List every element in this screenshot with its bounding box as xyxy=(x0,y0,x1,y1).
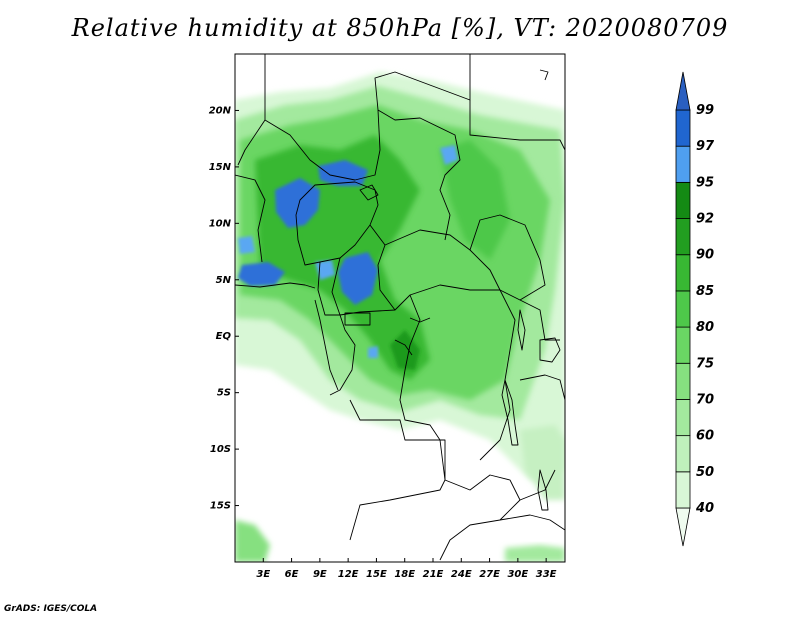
humidity-region-southeast xyxy=(505,545,565,562)
border-congo xyxy=(329,314,356,396)
coastline-gabon xyxy=(314,299,339,391)
humidity-region-east-lakes xyxy=(520,425,565,500)
coast-east-misc xyxy=(539,69,549,81)
y-tick-label: 15N xyxy=(209,162,232,173)
x-tick-label: 21E xyxy=(423,569,444,580)
river-congo-2 xyxy=(394,339,413,356)
colorbar-bin xyxy=(675,399,691,437)
map-title: Relative humidity at 850hPa [%], VT: 202… xyxy=(71,14,729,42)
border-uganda-kenya xyxy=(519,299,560,341)
border-tanzania xyxy=(519,374,565,401)
lake-chad xyxy=(359,184,379,201)
y-tick-label: 10N xyxy=(209,218,232,229)
x-tick-label: 33E xyxy=(536,569,557,580)
colorbar-bin xyxy=(675,362,691,400)
colorbar-bin xyxy=(675,181,691,219)
humidity-region-east-moist xyxy=(440,140,510,260)
humidity-field xyxy=(235,72,565,562)
border-sahel xyxy=(264,54,471,181)
map-frame xyxy=(234,53,566,563)
colorbar-label: 97 xyxy=(696,139,715,154)
y-tick-label: EQ xyxy=(216,331,232,342)
lake-tanganyika xyxy=(501,379,519,446)
border-nigeria xyxy=(295,181,379,266)
border-drc-north xyxy=(399,294,446,481)
border-south-misc xyxy=(499,514,565,531)
colorbar-label: 75 xyxy=(696,356,714,371)
river-congo-1 xyxy=(409,317,431,323)
colorbar-label: 85 xyxy=(696,284,714,299)
colorbar-label: 95 xyxy=(696,175,714,190)
humidity-region-blue-west xyxy=(275,178,320,228)
lake-malawi xyxy=(537,469,549,511)
border-car xyxy=(384,229,501,311)
colorbar-bin xyxy=(675,290,691,328)
y-tick-label: 15S xyxy=(210,501,231,512)
colorbar-label: 92 xyxy=(696,212,714,227)
x-tick-label: 6E xyxy=(285,569,299,580)
x-tick-label: 24E xyxy=(451,569,472,580)
lake-kivu-albert xyxy=(517,309,526,351)
colorbar-bin xyxy=(675,507,691,547)
grads-credit: GrADS: IGES/COLA xyxy=(4,604,98,614)
colorbar-label: 90 xyxy=(696,248,714,263)
y-axis: 20N 15N 10N 5N EQ 5S 10S 15S xyxy=(209,105,239,512)
border-angola xyxy=(349,399,446,541)
y-tick-label: 20N xyxy=(209,105,232,116)
colorbar-label: 99 xyxy=(696,103,714,118)
x-tick-label: 12E xyxy=(338,569,359,580)
humidity-region-blue-small-2 xyxy=(440,145,458,165)
colorbar-label: 40 xyxy=(695,501,714,516)
border-cameroon-gabon-box xyxy=(344,312,371,326)
lake-victoria xyxy=(539,337,561,363)
border-mozambique xyxy=(519,469,556,501)
border-sudan xyxy=(469,100,565,151)
x-tick-label: 3E xyxy=(256,569,270,580)
border-lake-chad-region xyxy=(377,109,461,241)
x-axis: 3E 6E 9E 12E 15E 18E 21E 24E 27E 30E 33E xyxy=(256,558,557,580)
border-west-inland xyxy=(237,119,266,166)
humidity-region-blue-small-3 xyxy=(238,236,255,254)
border-south-sudan xyxy=(469,214,546,301)
border-gabon xyxy=(317,261,340,316)
colorbar-bin xyxy=(675,435,691,473)
colorbar-bin xyxy=(675,326,691,364)
coastline-gulf-guinea xyxy=(235,282,316,289)
colorbar-label: 50 xyxy=(696,465,714,480)
colorbar-bin xyxy=(675,218,691,256)
x-tick-label: 18E xyxy=(394,569,415,580)
border-west-coast xyxy=(235,174,266,263)
x-tick-label: 9E xyxy=(313,569,327,580)
y-tick-label: 5S xyxy=(217,388,231,399)
humidity-region-blue-center xyxy=(338,252,378,305)
colorbar-label: 70 xyxy=(696,392,714,407)
colorbar-bin xyxy=(675,109,691,147)
colorbar-bin xyxy=(675,471,691,509)
x-tick-label: 30E xyxy=(507,569,528,580)
colorbar-label: 60 xyxy=(696,429,714,444)
colorbar: 40 50 60 70 75 80 85 90 92 95 97 99 xyxy=(675,71,715,547)
y-tick-label: 5N xyxy=(216,275,232,286)
humidity-region-southwest xyxy=(235,520,270,562)
colorbar-bin xyxy=(675,71,691,111)
humidity-region-darkest-green xyxy=(390,330,420,370)
colorbar-bin xyxy=(675,145,691,183)
x-tick-label: 27E xyxy=(479,569,500,580)
y-tick-label: 10S xyxy=(210,444,231,455)
humidity-region-blue-small-4 xyxy=(368,346,378,358)
x-tick-label: 15E xyxy=(366,569,387,580)
colorbar-label: 80 xyxy=(696,320,714,335)
country-borders xyxy=(235,54,565,561)
colorbar-bin xyxy=(675,254,691,292)
humidity-region-blue-coast xyxy=(238,262,285,286)
